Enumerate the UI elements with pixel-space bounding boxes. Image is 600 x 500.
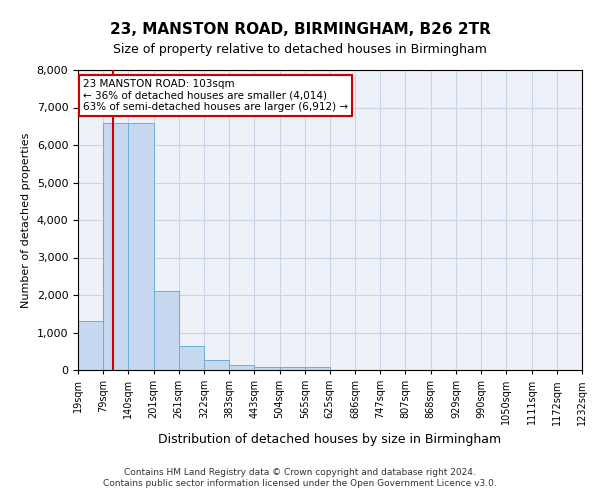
Text: 23 MANSTON ROAD: 103sqm
← 36% of detached houses are smaller (4,014)
63% of semi: 23 MANSTON ROAD: 103sqm ← 36% of detache… bbox=[83, 79, 348, 112]
Bar bbox=[103, 122, 128, 370]
Text: Contains HM Land Registry data © Crown copyright and database right 2024.
Contai: Contains HM Land Registry data © Crown c… bbox=[103, 468, 497, 487]
Text: 23, MANSTON ROAD, BIRMINGHAM, B26 2TR: 23, MANSTON ROAD, BIRMINGHAM, B26 2TR bbox=[110, 22, 490, 38]
Text: Size of property relative to detached houses in Birmingham: Size of property relative to detached ho… bbox=[113, 42, 487, 56]
Bar bbox=[78, 322, 103, 370]
Y-axis label: Number of detached properties: Number of detached properties bbox=[21, 132, 31, 308]
Bar bbox=[128, 122, 154, 370]
Bar bbox=[204, 360, 229, 370]
Bar bbox=[179, 346, 204, 370]
Bar bbox=[154, 291, 179, 370]
Bar bbox=[254, 367, 280, 370]
Bar bbox=[280, 367, 305, 370]
Bar bbox=[305, 367, 330, 370]
Bar bbox=[229, 365, 254, 370]
X-axis label: Distribution of detached houses by size in Birmingham: Distribution of detached houses by size … bbox=[158, 433, 502, 446]
